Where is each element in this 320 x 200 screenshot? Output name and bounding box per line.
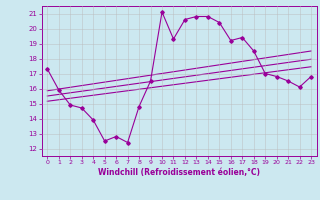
X-axis label: Windchill (Refroidissement éolien,°C): Windchill (Refroidissement éolien,°C) bbox=[98, 168, 260, 177]
